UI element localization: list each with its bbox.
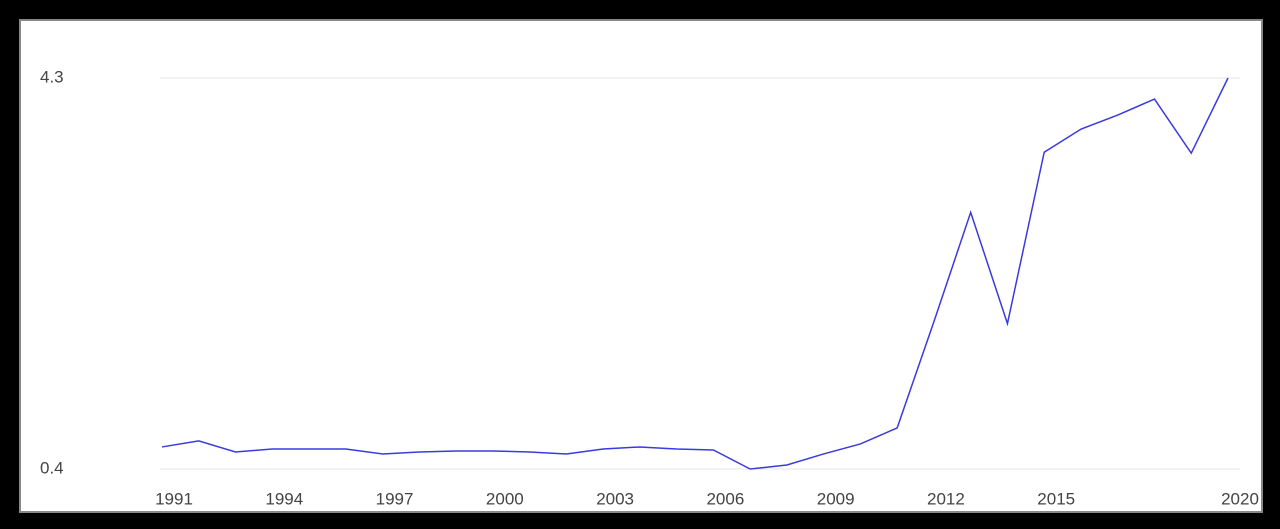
x-tick-label: 1991 <box>155 489 193 508</box>
y-tick-label: 0.4 <box>40 458 64 477</box>
x-tick-label: 1997 <box>376 489 414 508</box>
data-line <box>161 77 1229 470</box>
x-tick-label: 2000 <box>486 489 524 508</box>
x-tick-label: 2003 <box>596 489 634 508</box>
x-tick-label: 2009 <box>817 489 855 508</box>
x-tick-label: 2015 <box>1037 489 1075 508</box>
y-tick-label: 4.3 <box>40 67 64 86</box>
x-tick-label: 2012 <box>927 489 965 508</box>
x-tick-label: 2020 <box>1221 489 1259 508</box>
x-tick-label: 2006 <box>706 489 744 508</box>
x-tick-label: 1994 <box>265 489 303 508</box>
panel <box>19 19 1263 513</box>
